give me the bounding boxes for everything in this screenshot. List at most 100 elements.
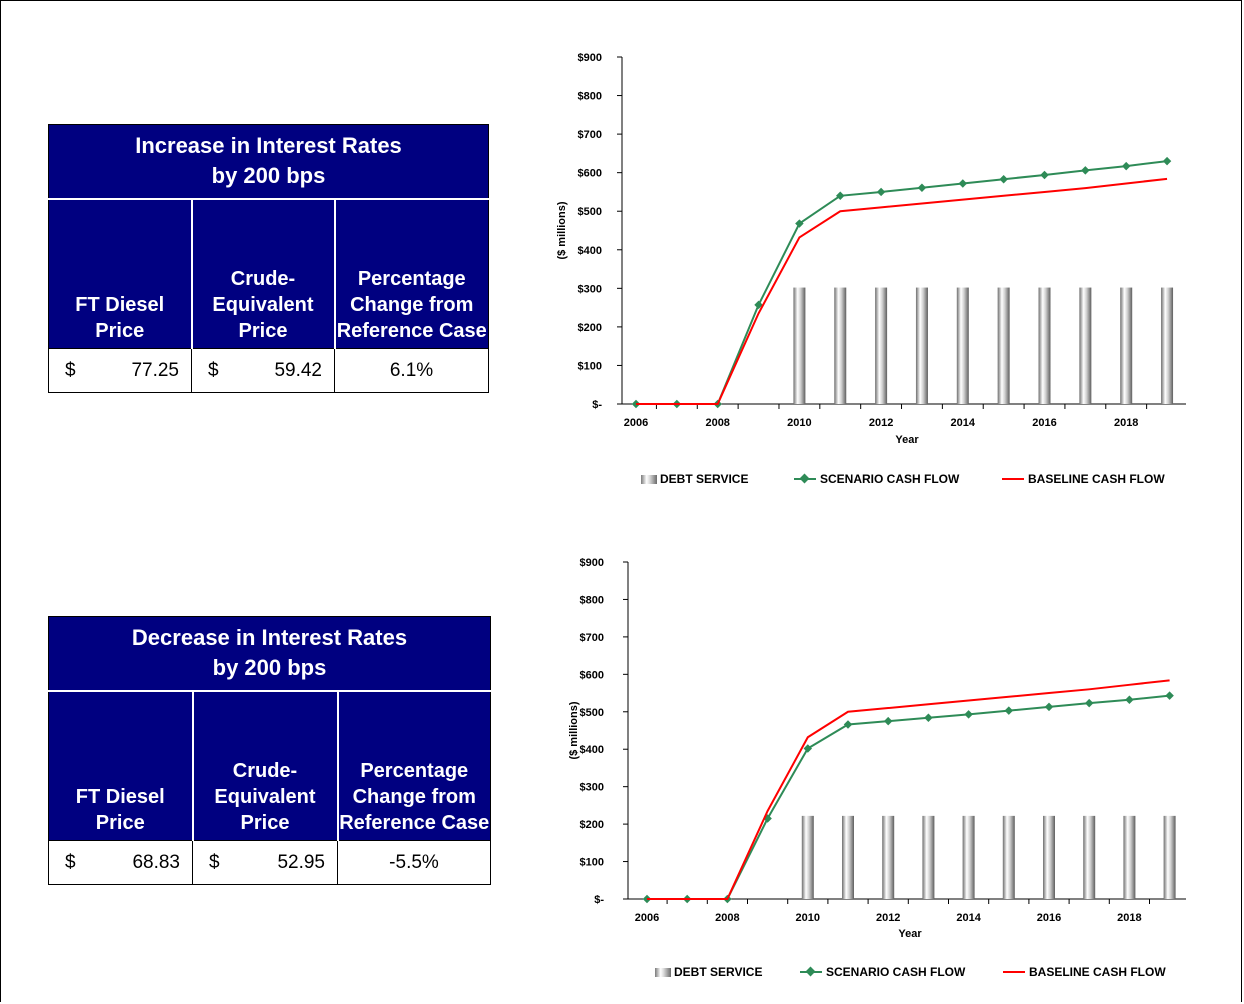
debt-service-bar: [1038, 287, 1051, 404]
y-tick-label: $-: [594, 894, 604, 906]
y-tick-label: $900: [580, 557, 604, 569]
x-tick-label: 2014: [956, 912, 981, 924]
legend-scenario-cash-flow: SCENARIO CASH FLOW: [794, 472, 959, 486]
legend-baseline-cash-flow: BASELINE CASH FLOW: [1002, 472, 1165, 486]
legend-scenario-cash-flow: SCENARIO CASH FLOW: [800, 965, 965, 979]
y-tick-label: $300: [578, 283, 602, 295]
crude-equivalent-price-value: 52.95: [277, 851, 325, 873]
ft-diesel-price-cell: $77.25: [48, 348, 192, 393]
x-tick-label: 2010: [787, 417, 811, 429]
x-tick-label: 2012: [869, 417, 893, 429]
y-tick-label: $500: [580, 707, 604, 719]
legend-label: BASELINE CASH FLOW: [1028, 472, 1165, 486]
cash-flow-chart-increase: $- $100 $200 $300 $400 $500 $600 $700 $800 $900 20…: [556, 52, 1186, 446]
y-tick-label: $200: [580, 819, 604, 831]
currency-symbol: $: [208, 359, 219, 381]
y-tick-label: $100: [578, 360, 602, 372]
baseline-cash-flow-line: [647, 679, 1170, 900]
y-tick-label: $400: [578, 245, 602, 257]
x-axis-title: Year: [895, 434, 919, 446]
debt-service-bar: [842, 815, 854, 899]
column-header-crude-equivalent-price: Crude-Equivalent Price: [191, 690, 339, 841]
legend-label: SCENARIO CASH FLOW: [820, 472, 960, 486]
currency-symbol: $: [209, 851, 220, 873]
debt-service-swatch: [641, 474, 657, 484]
x-tick-label: 2006: [635, 912, 659, 924]
y-tick-label: $800: [580, 594, 604, 606]
scenario-cash-flow-point: [1004, 706, 1014, 715]
scenario-cash-flow-point: [843, 720, 853, 729]
table-title-line2: by 200 bps: [212, 655, 327, 681]
scenario-cash-flow-point: [1125, 695, 1134, 705]
scenario-cash-flow-point: [803, 744, 813, 753]
scenario-swatch: [794, 473, 816, 484]
legend-baseline-cash-flow: BASELINE CASH FLOW: [1003, 965, 1166, 979]
scenario-swatch: [800, 966, 822, 977]
currency-symbol: $: [65, 359, 76, 381]
y-tick-label: $-: [592, 399, 602, 411]
y-axis-title: ($ millions): [556, 201, 568, 259]
scenario-table-increase: Increase in Interest Rates by 200 bps FT…: [47, 124, 490, 393]
scenario-table-decrease: Decrease in Interest Rates by 200 bps FT…: [48, 616, 491, 885]
x-tick-label: 2008: [715, 912, 739, 924]
percentage-change-value: 6.1%: [333, 348, 490, 393]
debt-service-bar: [834, 287, 847, 404]
x-tick-label: 2014: [951, 417, 976, 429]
debt-service-bar: [801, 815, 814, 899]
y-tick-label: $500: [578, 206, 602, 218]
x-tick-label: 2018: [1114, 417, 1138, 429]
scenario-cash-flow-point: [964, 710, 973, 719]
crude-equivalent-price-value: 59.42: [274, 359, 322, 381]
x-tick-label: 2016: [1037, 912, 1061, 924]
y-tick-label: $100: [580, 857, 604, 869]
ft-diesel-price-value: 77.25: [131, 359, 179, 381]
debt-service-bar: [875, 287, 888, 404]
debt-service-bar: [1161, 287, 1174, 404]
cash-flow-chart-decrease: $- $100 $200 $300 $400 $500 $600 $700 $800 $900 20…: [568, 557, 1186, 940]
x-tick-label: 2008: [705, 417, 729, 429]
y-tick-label: $200: [578, 322, 602, 334]
x-tick-label: 2010: [796, 912, 820, 924]
debt-service-bar: [1043, 815, 1055, 899]
percentage-change-value: -5.5%: [337, 840, 491, 885]
legend-debt-service: DEBT SERVICE: [655, 965, 762, 979]
ft-diesel-price-cell: $68.83: [48, 840, 193, 885]
scenario-cash-flow-point: [754, 300, 763, 310]
debt-service-bar: [962, 815, 975, 899]
column-header-crude-equivalent-price: Crude-Equivalent Price: [190, 198, 336, 349]
column-header-percentage-change: Percentage Change from Reference Case: [337, 690, 491, 841]
baseline-swatch: [1003, 971, 1025, 973]
debt-service-bar: [915, 287, 928, 404]
crude-equivalent-price-cell: $52.95: [192, 840, 338, 885]
table-title: Decrease in Interest Rates by 200 bps: [48, 616, 491, 692]
debt-service-bar: [1083, 815, 1096, 899]
table-title: Increase in Interest Rates by 200 bps: [47, 124, 490, 200]
crude-equivalent-price-cell: $59.42: [191, 348, 335, 393]
x-tick-label: 2016: [1032, 417, 1056, 429]
column-header-ft-diesel-price: FT Diesel Price: [48, 690, 193, 841]
debt-service-bar: [1079, 287, 1092, 404]
debt-service-bar: [1002, 815, 1015, 899]
legend-label: SCENARIO CASH FLOW: [826, 965, 966, 979]
scenario-cash-flow-point: [1044, 702, 1054, 712]
y-tick-label: $600: [580, 669, 604, 681]
y-tick-label: $900: [578, 52, 602, 64]
debt-service-bar: [1120, 287, 1133, 404]
baseline-cash-flow-line: [636, 177, 1168, 405]
debt-service-bar: [956, 287, 969, 404]
currency-symbol: $: [65, 851, 76, 873]
table-title-line2: by 200 bps: [211, 163, 326, 189]
scenario-cash-flow-point: [1165, 691, 1174, 700]
y-tick-label: $300: [580, 782, 604, 794]
legend-label: DEBT SERVICE: [660, 472, 749, 486]
debt-service-bar: [882, 815, 895, 899]
y-tick-label: $800: [578, 91, 602, 103]
y-tick-label: $400: [580, 744, 604, 756]
x-tick-label: 2006: [624, 417, 648, 429]
debt-service-bar: [1123, 815, 1136, 899]
y-tick-label: $700: [580, 632, 604, 644]
ft-diesel-price-value: 68.83: [132, 851, 180, 873]
legend-debt-service: DEBT SERVICE: [641, 472, 748, 486]
y-axis-title: ($ millions): [568, 701, 580, 759]
